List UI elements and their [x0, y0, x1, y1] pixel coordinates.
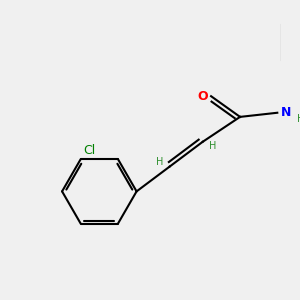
- Text: H: H: [297, 114, 300, 124]
- Text: O: O: [197, 90, 208, 103]
- Text: Cl: Cl: [83, 144, 95, 158]
- Text: H: H: [209, 141, 216, 151]
- Text: H: H: [156, 158, 164, 167]
- Text: N: N: [280, 106, 291, 119]
